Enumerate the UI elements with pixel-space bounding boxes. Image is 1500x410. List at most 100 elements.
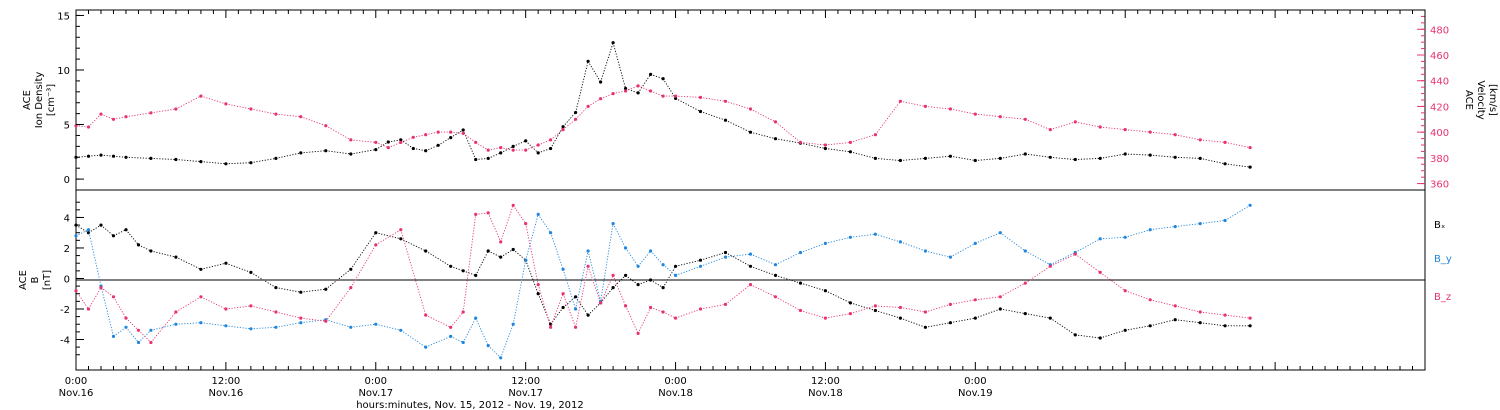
by-trace <box>1150 226 1176 231</box>
bx-trace <box>675 259 701 267</box>
density-trace <box>275 152 301 159</box>
x-tick-label-time: 12:00 <box>811 376 840 387</box>
velocity-trace <box>650 90 664 97</box>
velocity-trace <box>75 125 89 128</box>
bz-series <box>74 203 1252 345</box>
by-trace <box>425 335 451 348</box>
bz-trace <box>300 317 326 322</box>
velocity-trace <box>625 85 639 92</box>
by-trace <box>875 233 901 243</box>
x-tick-label-date: Nov.17 <box>358 388 393 399</box>
density-trace <box>1150 154 1176 158</box>
density-trace <box>1000 153 1026 159</box>
bx-trace <box>1075 334 1101 339</box>
velocity-tick-label: 360 <box>1430 180 1449 191</box>
bz-trace <box>750 284 776 298</box>
bx-trace <box>650 279 664 288</box>
velocity-trace <box>825 141 851 146</box>
by-trace <box>375 323 401 331</box>
density-trace <box>975 157 1001 161</box>
by-trace <box>225 325 251 330</box>
density-ylabel-line3: [cm⁻³] <box>46 84 57 116</box>
density-point <box>748 130 753 134</box>
bz-trace <box>325 287 352 322</box>
bx-trace <box>488 250 501 258</box>
bz-trace <box>512 205 527 224</box>
velocity-ylabel-line2: Velocity <box>1475 80 1486 119</box>
velocity-trace <box>375 141 389 149</box>
bx-trace <box>88 224 102 234</box>
bz-trace <box>1000 282 1026 298</box>
by-trace <box>525 214 539 261</box>
bfield-ylabel-line1: ACE <box>18 270 29 290</box>
by-point <box>1248 203 1252 207</box>
by-trace <box>562 269 577 310</box>
density-trace <box>250 157 276 164</box>
by-trace <box>100 285 114 337</box>
by-trace <box>325 319 351 328</box>
bz-trace <box>350 244 377 288</box>
by-trace <box>537 214 551 233</box>
velocity-trace <box>1125 129 1151 133</box>
density-trace <box>675 98 701 112</box>
density-trace <box>725 119 751 133</box>
by-trace <box>1025 250 1051 266</box>
by-trace <box>900 241 926 252</box>
density-trace <box>950 155 976 161</box>
density-trace <box>550 126 564 149</box>
density-trace <box>450 129 464 138</box>
velocity-trace <box>225 103 251 110</box>
bx-trace <box>463 270 476 276</box>
bz-trace <box>587 266 602 304</box>
density-trace <box>925 155 951 159</box>
velocity-trace <box>100 113 114 120</box>
bx-trace <box>825 290 851 304</box>
by-trace <box>1100 236 1126 240</box>
bx-trace <box>575 296 589 316</box>
density-ylabel-line1: ACE <box>22 90 33 110</box>
by-trace <box>700 256 726 267</box>
density-trace <box>1100 153 1126 159</box>
velocity-trace <box>575 106 589 120</box>
bz-trace <box>725 284 751 305</box>
bx-trace <box>375 232 401 240</box>
bz-trace <box>1150 299 1176 307</box>
bx-trace <box>637 279 651 286</box>
bz-trace <box>950 299 976 305</box>
x-tick-label-date: Nov.18 <box>658 388 693 399</box>
density-trace <box>388 139 401 143</box>
bz-trace <box>450 311 464 328</box>
by-trace <box>487 345 502 359</box>
bz-trace <box>475 212 489 215</box>
bx-trace <box>587 302 601 316</box>
bx-series <box>74 223 1252 340</box>
velocity-trace <box>1075 121 1101 128</box>
by-trace <box>825 236 851 244</box>
density-tick-label: 0 <box>64 175 70 186</box>
bz-trace <box>1050 253 1076 267</box>
bx-trace <box>100 224 114 237</box>
bx-trace <box>1200 322 1226 327</box>
velocity-trace <box>425 131 439 136</box>
density-trace <box>462 129 477 160</box>
by-trace <box>800 242 826 253</box>
by-trace <box>200 322 226 327</box>
density-point <box>111 154 116 158</box>
bz-trace <box>487 212 502 243</box>
bfield-tick-label: 2 <box>64 244 70 255</box>
bx-trace <box>450 265 464 272</box>
density-trace <box>1025 153 1051 158</box>
velocity-trace <box>850 134 876 143</box>
bz-point <box>1248 316 1252 320</box>
velocity-trace <box>1000 116 1026 120</box>
density-trace <box>500 146 514 154</box>
bz-trace <box>675 308 701 319</box>
by-trace <box>75 229 89 237</box>
bz-trace <box>975 296 1001 301</box>
bx-trace <box>950 317 976 324</box>
bz-trace <box>400 229 427 316</box>
density-tick-label: 15 <box>57 11 70 22</box>
density-trace <box>88 154 102 157</box>
x-tick-label-time: 0:00 <box>964 376 986 387</box>
density-trace <box>475 157 489 160</box>
